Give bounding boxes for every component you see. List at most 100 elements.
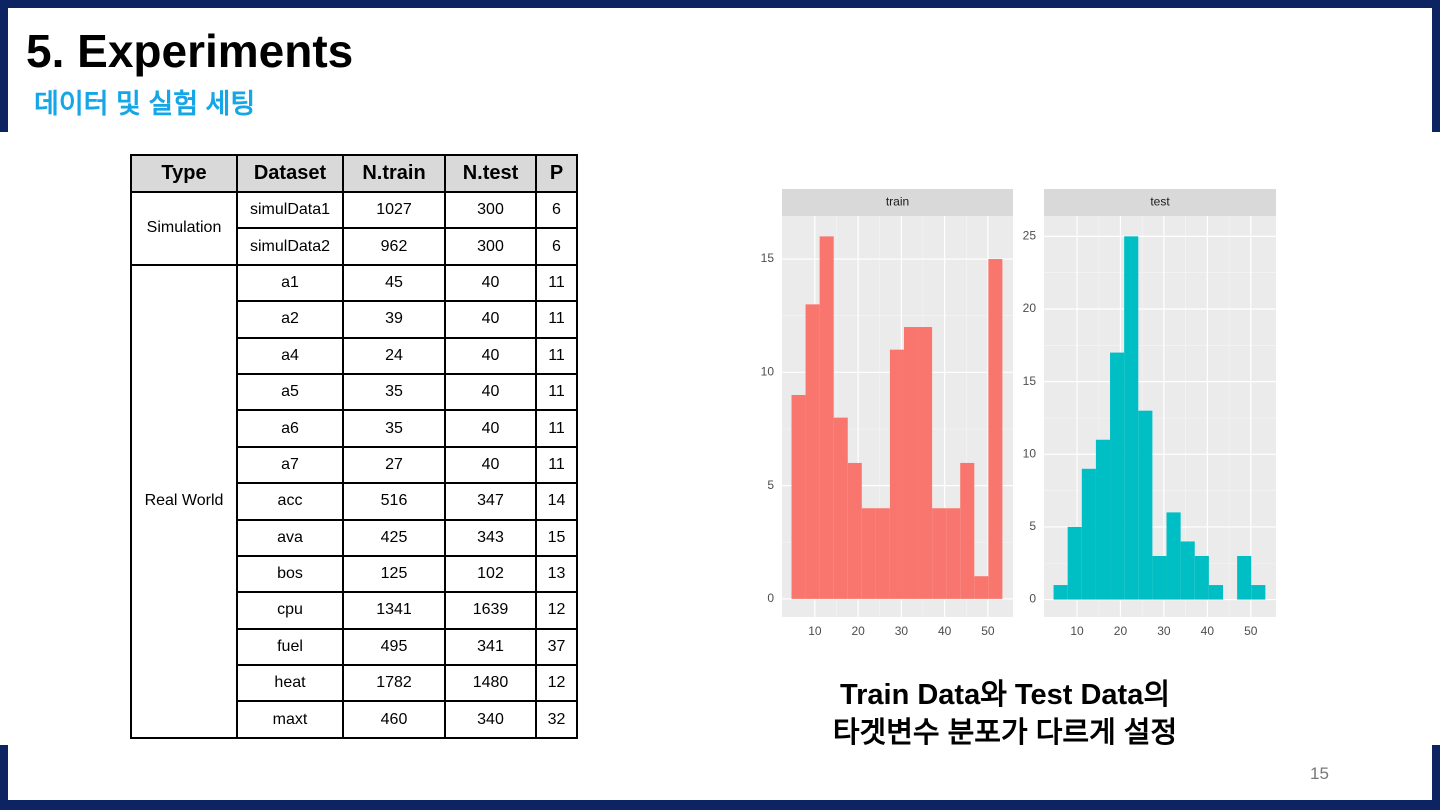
table-cell: 343: [444, 518, 537, 557]
table-cell: 35: [342, 409, 446, 448]
frame: [0, 0, 1440, 8]
table-cell: cpu: [236, 591, 344, 630]
table-cell: 39: [342, 300, 446, 339]
table-cell: simulData2: [236, 227, 344, 266]
table-row: a2 39 40 11: [131, 300, 578, 339]
x-tick-label: 30: [1157, 624, 1171, 638]
table-cell: bos: [236, 554, 344, 594]
table-row: cpu 1341 1639 12: [131, 591, 578, 630]
table-cell: simulData1: [236, 190, 344, 230]
histogram-bar: [1180, 541, 1195, 600]
table-row: ava 425 343 15: [131, 518, 578, 557]
table-cell: a5: [236, 372, 344, 412]
y-tick-label: 25: [1023, 229, 1037, 243]
table-cell: 11: [535, 263, 578, 303]
table-cell: 40: [444, 445, 537, 485]
table-cell: 15: [535, 518, 578, 557]
histogram-bar: [974, 576, 989, 599]
table-cell: 45: [342, 263, 446, 303]
table-cell: 27: [342, 445, 446, 485]
table-cell: 347: [444, 482, 537, 521]
table-cell: 40: [444, 300, 537, 339]
table-row: a7 27 40 11: [131, 445, 578, 485]
table-cell: 300: [444, 190, 537, 230]
column-header: N.train: [342, 154, 446, 193]
table-row: a4 24 40 11: [131, 336, 578, 375]
table-row: Simulation simulData1 1027 300 6: [130, 190, 578, 266]
panel-strip: [1044, 189, 1276, 216]
table-cell: 14: [535, 482, 578, 521]
x-tick-label: 50: [981, 624, 995, 638]
column-header: Type: [130, 154, 238, 193]
histogram-bar: [875, 508, 890, 599]
table-cell: 300: [444, 227, 537, 266]
table-cell: a6: [236, 409, 344, 448]
x-tick-label: 50: [1244, 624, 1258, 638]
table-cell: 11: [535, 445, 578, 485]
histogram-bar: [819, 236, 834, 599]
table-cell: 6: [535, 227, 578, 266]
table-cell: 6: [535, 190, 578, 230]
header-row: Type Dataset N.train N.test P: [130, 154, 578, 193]
x-tick-label: 10: [808, 624, 822, 638]
x-tick-label: 10: [1070, 624, 1084, 638]
table-cell: 11: [535, 372, 578, 412]
table-cell: 495: [342, 627, 446, 667]
table-cell: heat: [236, 664, 344, 703]
table-cell: 35: [342, 372, 446, 412]
panel-title: test: [1150, 195, 1170, 209]
histogram-bar: [1053, 585, 1068, 600]
table-cell: a1: [236, 263, 344, 303]
frame: [1432, 745, 1440, 810]
table-cell: maxt: [236, 700, 344, 739]
frame: [0, 745, 8, 810]
histogram-bar: [1152, 555, 1167, 600]
histogram-bar: [833, 417, 848, 599]
table-row: bos 125 102 13: [131, 554, 578, 594]
table-cell: 40: [444, 409, 537, 448]
y-tick-label: 10: [1023, 446, 1037, 460]
table-cell: 341: [444, 627, 537, 667]
table-cell: 340: [444, 700, 537, 739]
table-cell: 102: [444, 554, 537, 594]
table-row: heat 1782 1480 12: [131, 664, 578, 703]
table-cell: 1341: [342, 591, 446, 630]
histogram-bar: [918, 327, 933, 599]
type-cell: Real World: [130, 263, 238, 739]
histogram-bar: [1067, 526, 1082, 600]
table-cell: 1639: [444, 591, 537, 630]
histogram-bar: [988, 259, 1003, 599]
table-cell: 425: [342, 518, 446, 557]
y-tick-label: 5: [1029, 519, 1036, 533]
table-row: acc 516 347 14: [131, 482, 578, 521]
y-tick-label: 20: [1023, 301, 1037, 315]
panel-title: train: [886, 195, 909, 209]
histogram-bar: [1208, 585, 1223, 600]
table-cell: 32: [535, 700, 578, 739]
table-cell: 24: [342, 336, 446, 375]
histogram-bar: [1095, 439, 1111, 600]
histogram-bar: [889, 349, 904, 599]
table-cell: 40: [444, 263, 537, 303]
table-cell: 12: [535, 591, 578, 630]
table-cell: 1480: [444, 664, 537, 703]
x-tick-label: 20: [1114, 624, 1128, 638]
y-tick-label: 15: [1023, 374, 1037, 388]
y-tick-label: 10: [761, 364, 775, 378]
subtitle: 데이터 및 실험 세팅: [34, 89, 256, 119]
column-header: P: [535, 154, 578, 193]
x-tick-label: 30: [895, 624, 909, 638]
table-cell: 1027: [342, 190, 446, 230]
table-cell: 40: [444, 336, 537, 375]
table-cell: 37: [535, 627, 578, 667]
y-tick-label: 5: [767, 478, 774, 492]
column-header: N.test: [444, 154, 537, 193]
histogram-bar: [861, 508, 876, 599]
page-number: 15: [1310, 764, 1329, 783]
histogram-bar: [1237, 555, 1252, 600]
x-tick-label: 20: [851, 624, 865, 638]
table-cell: a4: [236, 336, 344, 375]
data-table: Type Dataset N.train N.test P Simulation simu…: [130, 154, 578, 739]
table-row: fuel 495 341 37: [131, 627, 578, 667]
table-cell: 125: [342, 554, 446, 594]
